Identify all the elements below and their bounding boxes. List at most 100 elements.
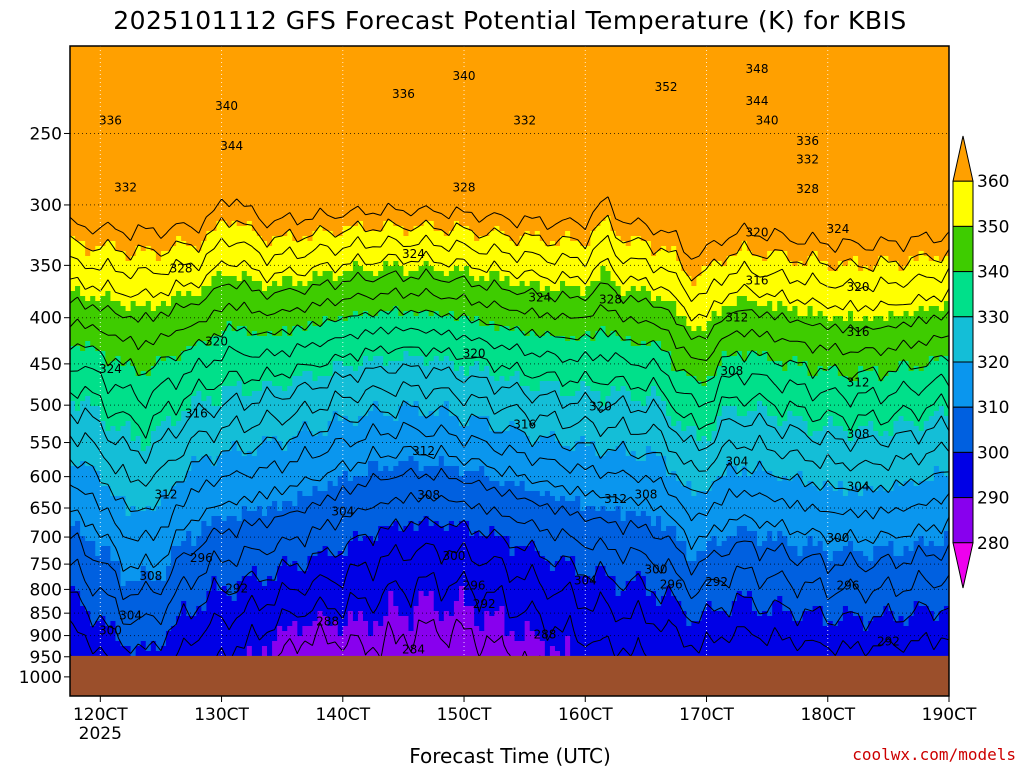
theta-cell <box>671 351 723 357</box>
theta-cell <box>923 306 930 312</box>
theta-cell <box>893 541 915 547</box>
theta-cell <box>251 331 258 337</box>
theta-cell <box>398 461 420 467</box>
theta-cell <box>696 376 708 382</box>
theta-cell <box>610 221 949 227</box>
theta-cell <box>802 481 809 487</box>
theta-cell <box>469 266 602 272</box>
theta-cell <box>539 636 566 642</box>
theta-cell <box>438 611 445 617</box>
theta-cell <box>418 596 435 602</box>
theta-cell <box>277 566 298 572</box>
theta-cell <box>509 426 521 432</box>
isentrope-label: 308 <box>139 569 162 583</box>
theta-cell <box>888 311 895 317</box>
theta-cell <box>398 261 425 267</box>
theta-cell <box>726 471 738 477</box>
theta-cell <box>378 536 511 542</box>
theta-cell <box>716 366 783 372</box>
theta-cell <box>696 276 949 282</box>
theta-cell <box>70 276 213 282</box>
theta-cell <box>827 316 834 322</box>
theta-cell <box>70 381 238 387</box>
theta-cell <box>529 436 541 442</box>
theta-cell <box>600 271 612 277</box>
theta-cell <box>70 211 949 217</box>
theta-cell <box>479 321 490 327</box>
theta-cell <box>933 476 949 482</box>
theta-cell <box>893 616 900 622</box>
theta-cell <box>171 556 283 562</box>
theta-cell <box>352 476 490 482</box>
isentrope-label: 288 <box>533 627 556 641</box>
theta-cell <box>681 266 703 272</box>
theta-cell <box>519 381 541 387</box>
theta-cell <box>620 291 627 297</box>
isentrope-label: 328 <box>453 181 476 195</box>
theta-cell <box>842 261 849 267</box>
theta-cell <box>504 621 526 627</box>
theta-cell <box>368 411 384 417</box>
theta-cell <box>711 311 718 317</box>
theta-cell <box>499 326 511 332</box>
theta-cell <box>565 496 576 502</box>
theta-cell <box>297 621 314 627</box>
theta-cell <box>837 621 864 627</box>
isentrope-label: 316 <box>513 417 536 431</box>
theta-cell <box>70 641 122 647</box>
isentrope-label: 296 <box>190 551 213 565</box>
theta-cell <box>822 616 844 622</box>
theta-cell <box>524 431 551 437</box>
theta-cell <box>282 276 293 282</box>
theta-cell <box>858 266 864 272</box>
theta-cell <box>458 586 465 592</box>
theta-cell <box>656 451 949 457</box>
theta-cell <box>539 436 556 442</box>
theta-cell <box>70 391 197 397</box>
theta-cell <box>70 516 213 522</box>
theta-cell <box>635 286 642 292</box>
theta-cell <box>873 546 895 552</box>
theta-cell <box>696 551 799 557</box>
theta-cell <box>549 431 556 437</box>
isentrope-label: 292 <box>473 597 496 611</box>
theta-cell <box>150 436 263 442</box>
theta-cell <box>802 616 824 622</box>
theta-cell <box>686 616 703 622</box>
theta-cell <box>615 231 949 237</box>
theta-cell <box>433 591 460 597</box>
theta-cell <box>100 471 187 477</box>
y-tick-label: 800 <box>30 580 62 600</box>
isentrope-label: 312 <box>725 311 748 325</box>
theta-cell <box>80 346 86 352</box>
theta-cell <box>433 596 460 602</box>
theta-cell <box>676 421 682 427</box>
theta-cell <box>842 426 859 432</box>
theta-cell <box>757 531 768 537</box>
colorbar-label: 330 <box>977 308 1009 328</box>
theta-cell <box>135 301 147 307</box>
theta-cell <box>267 331 273 337</box>
theta-cell <box>282 281 293 287</box>
theta-cell <box>650 291 949 297</box>
theta-cell <box>938 306 945 312</box>
theta-cell <box>686 611 703 617</box>
theta-cell <box>363 266 384 272</box>
isentrope-label: 292 <box>877 635 900 649</box>
theta-cell <box>943 301 949 307</box>
theta-cell <box>656 386 949 392</box>
theta-cell <box>701 616 793 622</box>
theta-cell <box>661 521 949 527</box>
theta-cell <box>70 531 81 537</box>
theta-cell <box>433 266 455 272</box>
theta-cell <box>211 336 566 342</box>
theta-cell <box>110 296 172 302</box>
theta-cell <box>413 621 475 627</box>
theta-cell <box>312 371 334 377</box>
theta-cell <box>251 651 263 657</box>
theta-cell <box>888 541 895 547</box>
theta-cell <box>585 291 622 297</box>
theta-cell <box>817 311 824 317</box>
theta-cell <box>363 616 384 622</box>
theta-cell <box>145 566 167 572</box>
